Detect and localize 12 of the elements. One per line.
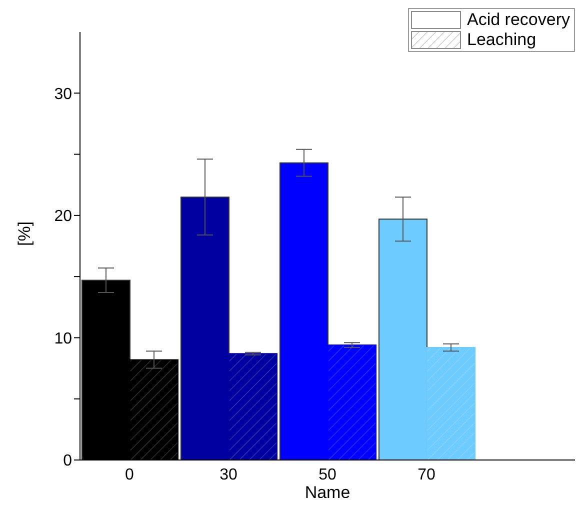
x-tick-label: 0 (125, 466, 134, 484)
text: Leaching (467, 30, 536, 50)
y-tick-label: 10 (54, 330, 72, 348)
x-tick-label: 70 (418, 466, 436, 484)
y-axis-title: [%] (15, 221, 34, 246)
y-tick-label: 0 (63, 452, 72, 470)
y-tick-label: 20 (54, 208, 72, 226)
x-tick-label: 50 (318, 466, 336, 484)
text: Acid recovery (467, 10, 570, 30)
x-axis-title: Name (304, 483, 350, 502)
x-tick-label: 30 (220, 466, 238, 484)
y-tick-label: 30 (54, 86, 72, 103)
